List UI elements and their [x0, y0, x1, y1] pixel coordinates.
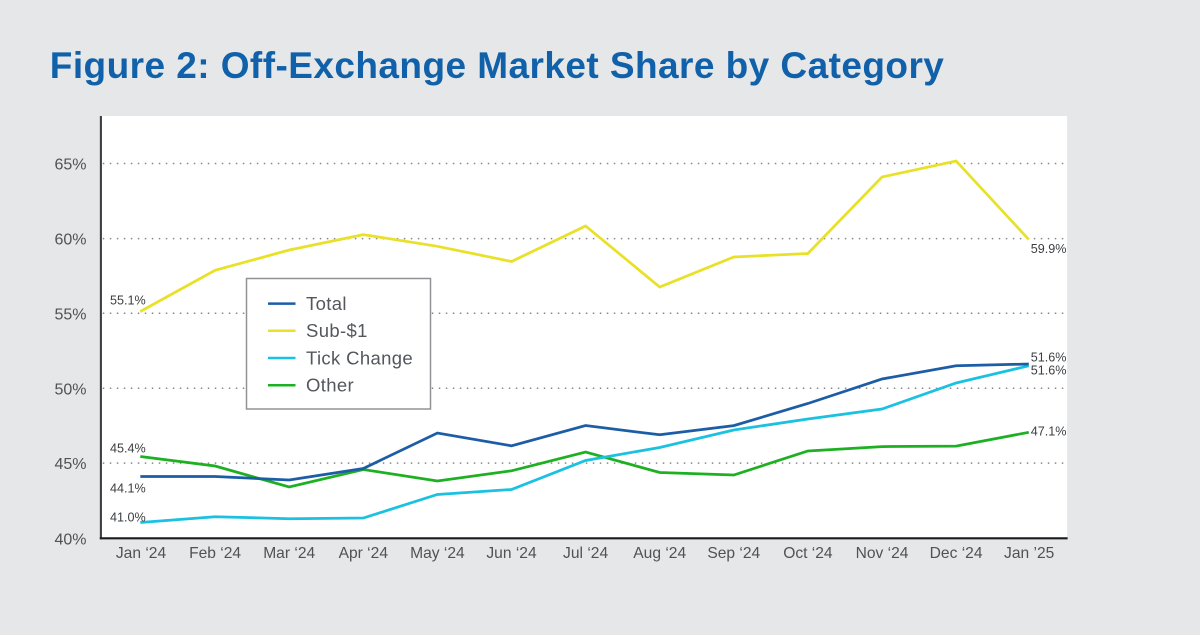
svg-text:Dec ‘24: Dec ‘24 — [930, 545, 983, 562]
svg-text:Sub-$1: Sub-$1 — [306, 320, 368, 341]
svg-text:41.0%: 41.0% — [110, 511, 146, 525]
svg-text:47.1%: 47.1% — [1031, 425, 1067, 439]
svg-text:Figure 2: Off-Exchange Market: Figure 2: Off-Exchange Market Share by C… — [50, 45, 945, 86]
svg-text:59.9%: 59.9% — [1031, 242, 1067, 256]
svg-text:May ‘24: May ‘24 — [410, 545, 465, 562]
svg-text:44.1%: 44.1% — [110, 481, 146, 495]
svg-text:60%: 60% — [54, 232, 86, 249]
svg-text:45.4%: 45.4% — [110, 441, 146, 455]
svg-text:55%: 55% — [54, 306, 86, 323]
svg-text:Apr ‘24: Apr ‘24 — [339, 545, 389, 562]
svg-text:Total: Total — [306, 293, 347, 314]
svg-text:45%: 45% — [54, 456, 86, 473]
svg-text:55.1%: 55.1% — [110, 293, 146, 307]
svg-text:Nov ‘24: Nov ‘24 — [856, 545, 909, 562]
svg-text:Jan ‘24: Jan ‘24 — [116, 545, 167, 562]
svg-text:Jun ‘24: Jun ‘24 — [486, 545, 537, 562]
svg-text:Feb ‘24: Feb ‘24 — [189, 545, 241, 562]
svg-text:51.6%: 51.6% — [1031, 350, 1067, 364]
svg-text:Mar ‘24: Mar ‘24 — [263, 545, 315, 562]
svg-text:Oct ‘24: Oct ‘24 — [783, 545, 833, 562]
svg-text:51.6%: 51.6% — [1031, 363, 1067, 377]
svg-text:Other: Other — [306, 375, 354, 396]
svg-text:Tick Change: Tick Change — [306, 347, 413, 368]
svg-text:Jan ’25: Jan ’25 — [1004, 545, 1055, 562]
svg-text:50%: 50% — [54, 381, 86, 398]
svg-text:Aug ‘24: Aug ‘24 — [633, 545, 686, 562]
svg-text:Jul ‘24: Jul ‘24 — [563, 545, 608, 562]
svg-text:Sep ‘24: Sep ‘24 — [707, 545, 760, 562]
svg-text:40%: 40% — [54, 531, 86, 548]
svg-text:65%: 65% — [54, 157, 86, 174]
